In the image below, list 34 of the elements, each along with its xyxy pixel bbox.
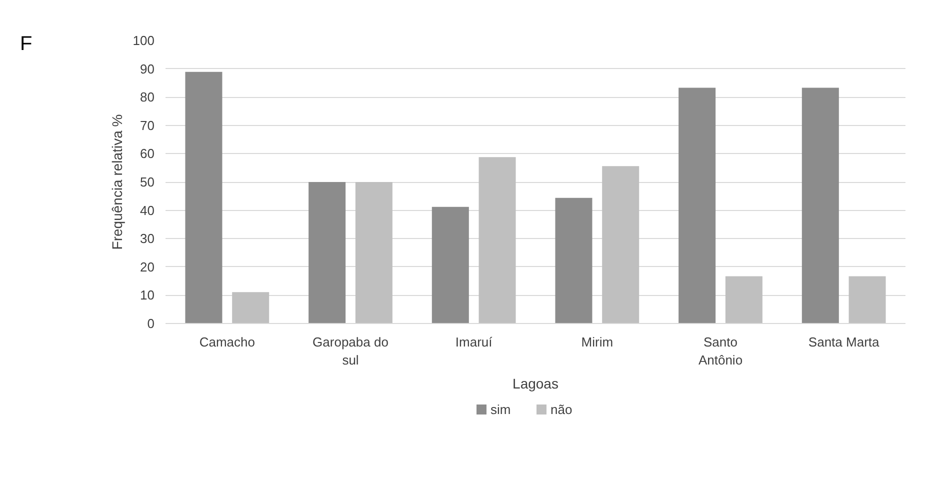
x-tick-label: Mirim	[581, 334, 614, 350]
x-tick-label: Garopaba do sul	[312, 334, 388, 368]
y-tick-label: 10	[140, 288, 155, 303]
bar	[355, 182, 392, 324]
y-tick-label: 70	[140, 118, 155, 133]
bar	[432, 206, 469, 324]
bar	[848, 276, 886, 324]
x-tick-label: Camacho	[199, 334, 255, 350]
y-tick-label: 60	[140, 146, 155, 162]
bar	[802, 88, 839, 324]
y-axis-title: Frequência relativa %	[108, 114, 125, 250]
bar	[602, 166, 640, 324]
x-tick-label: Santa Marta	[808, 334, 880, 350]
x-axis-title: Lagoas	[512, 376, 558, 392]
bar	[185, 72, 222, 324]
y-tick-label: 80	[140, 90, 155, 105]
legend-label: não	[550, 402, 572, 417]
y-tick-label: 50	[140, 174, 155, 190]
y-tick-label: 90	[140, 61, 155, 76]
y-tick-label: 20	[140, 259, 155, 274]
bar	[232, 292, 270, 324]
bar	[555, 198, 592, 324]
x-tick-label: Santo Antônio	[698, 334, 743, 368]
x-tick-label: Imaruí	[455, 334, 493, 350]
text: F	[20, 32, 32, 57]
y-tick-label: 30	[140, 231, 155, 246]
y-tick-label: 100	[132, 33, 155, 48]
bar	[478, 157, 516, 324]
bar	[308, 182, 346, 324]
y-tick-label: 40	[140, 202, 155, 218]
y-tick-label: 0	[147, 316, 155, 331]
legend-label: sim	[490, 402, 511, 417]
bar	[678, 88, 716, 324]
bar	[725, 276, 762, 324]
